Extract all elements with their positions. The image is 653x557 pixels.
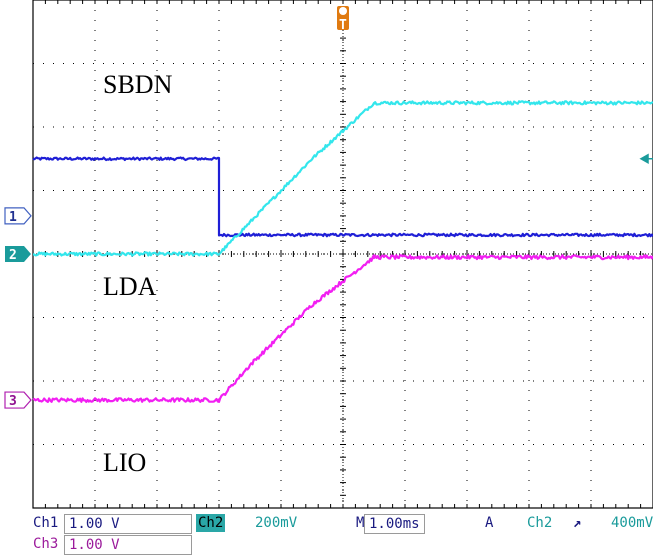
trace-sbdn	[32, 156, 653, 238]
trace-label-lda: LDA	[103, 272, 157, 301]
traces	[32, 100, 653, 403]
ch3-marker-label: 3	[9, 394, 17, 409]
trigger-level: 400mV	[611, 515, 653, 531]
status-bar: Ch1 1.00 V Ch2 200mV M 1.00ms A Ch2 ↗ 40…	[0, 514, 653, 557]
channel-markers: 1 2 3 T	[4, 6, 653, 409]
trigger-slope-icon: ↗	[573, 515, 582, 531]
trigger-source: Ch2	[527, 515, 553, 531]
ch1-label: Ch1	[33, 515, 59, 531]
trigger-marker-label: T	[339, 18, 347, 33]
graticule	[32, 0, 653, 509]
ch3-marker	[4, 391, 32, 409]
ch2-marker	[5, 246, 31, 262]
ch3-scale: 1.00 V	[64, 535, 192, 555]
ch1-marker	[4, 207, 32, 225]
trace-lda	[32, 100, 653, 257]
acq-prefix: A	[485, 515, 494, 531]
ch2-marker-label: 2	[9, 248, 17, 263]
ch2-scale: 200mV	[255, 515, 298, 531]
trigger-marker-dot	[339, 7, 347, 15]
trace-lio	[32, 254, 653, 403]
time-scale: 1.00ms	[364, 514, 425, 534]
trigger-level-arrow-icon	[639, 153, 653, 165]
ch1-scale: 1.00 V	[64, 514, 192, 534]
trace-label-sbdn: SBDN	[103, 70, 173, 99]
ch3-label: Ch3	[33, 536, 59, 552]
ch1-marker-label: 1	[9, 210, 17, 225]
ch2-label: Ch2	[196, 514, 226, 532]
trace-label-lio: LIO	[103, 448, 146, 477]
time-prefix: M	[356, 515, 365, 531]
